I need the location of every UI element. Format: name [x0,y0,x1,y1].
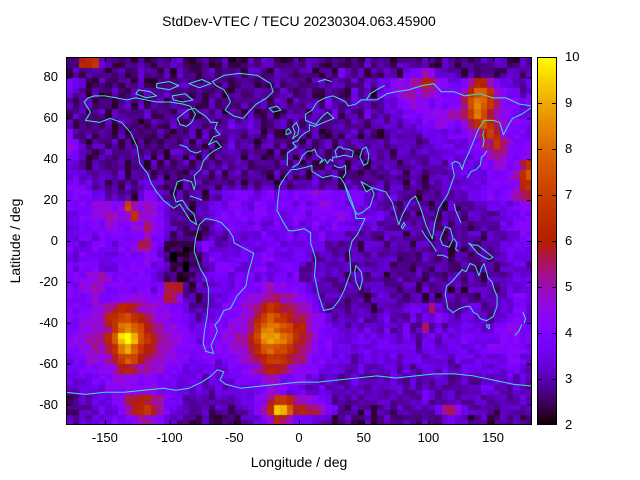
x-tick-label: 150 [482,430,504,445]
colorbar-tick-label: 7 [565,187,573,202]
y-tick-label: 40 [43,151,58,167]
x-axis-label: Longitude / deg [250,454,348,470]
world-coastlines-overlay [66,57,532,425]
colorbar-tick-label: 6 [565,233,573,248]
x-tick-label: 0 [295,430,303,445]
colorbar-tick-label: 2 [565,417,573,432]
x-tick-label: -150 [91,430,118,445]
y-tick-label: -20 [39,273,58,289]
coastline-paths [66,73,532,394]
y-tick-label: -60 [39,355,58,371]
chart-title: StdDev-VTEC / TECU 20230304.063.45900 [162,13,436,29]
colorbar-tick-label: 10 [565,49,580,64]
x-tick-label: 50 [356,430,371,445]
y-tick-label: 0 [50,233,58,248]
y-tick-label: 60 [43,110,58,126]
colorbar-tick-label: 3 [565,371,573,386]
y-tick-label: 20 [43,192,58,208]
x-tick-label: -100 [156,430,183,445]
colorbar-tick-label: 9 [565,95,573,110]
y-tick-label: -40 [39,314,58,330]
x-tick-label: 100 [417,430,440,445]
colorbar-tick-label: 4 [565,325,573,340]
y-tick-label: 80 [43,69,58,85]
x-tick-label: -50 [224,430,244,445]
colorbar-tick-label: 5 [565,279,573,294]
colorbar-tick-label: 8 [565,141,573,156]
heatmap-canvas [66,57,532,425]
colorbar [537,57,557,425]
y-tick-label: -80 [39,396,58,412]
